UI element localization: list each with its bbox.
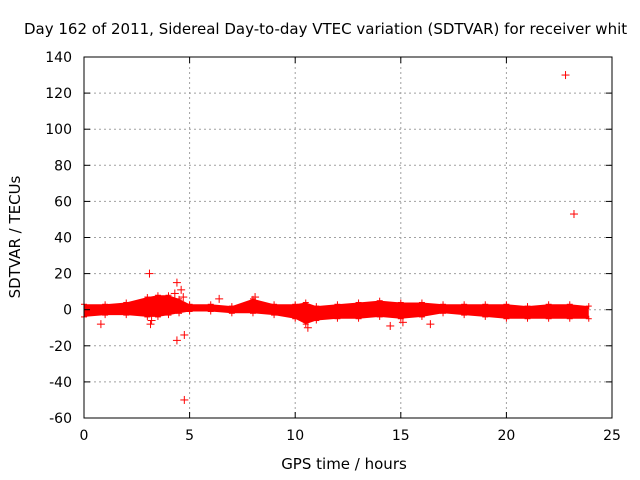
- scatter-point: [569, 210, 578, 219]
- band-edge-point: [302, 299, 309, 306]
- band-edge-point: [440, 301, 447, 308]
- grid-layer: [84, 57, 612, 418]
- band-edge-point: [313, 317, 320, 324]
- scatter-point: [215, 294, 224, 303]
- band-edge-point: [503, 315, 510, 322]
- band-edge-point: [355, 299, 362, 306]
- scatter-point: [180, 395, 189, 404]
- band-edge-point: [207, 301, 214, 308]
- y-tick-label: 20: [54, 267, 72, 283]
- band-edge-point: [271, 301, 278, 308]
- band-edge-point: [144, 294, 151, 301]
- band-edge-point: [524, 315, 531, 322]
- chart-title: Day 162 of 2011, Sidereal Day-to-day VTE…: [24, 20, 627, 38]
- band-edge-point: [123, 299, 130, 306]
- x-tick-label: 25: [603, 428, 621, 444]
- x-tick-label: 5: [185, 428, 194, 444]
- band-edge-point: [566, 301, 573, 308]
- x-axis-title: GPS time / hours: [281, 455, 407, 473]
- band-edge-point: [144, 313, 151, 320]
- x-tick-labels: 0 5 10 15 20 25: [80, 428, 621, 444]
- band-edge-point: [482, 301, 489, 308]
- band-edge-point: [334, 301, 341, 308]
- band-edge-point: [123, 312, 130, 319]
- scatter-point: [180, 330, 189, 339]
- y-tick-label: 100: [45, 122, 72, 138]
- y-tick-label: -20: [49, 339, 72, 355]
- band-edge-point: [585, 315, 592, 322]
- band-edge-point: [292, 315, 299, 322]
- band-edge-point: [376, 297, 383, 304]
- dense-band-layer: [81, 292, 592, 328]
- x-tick-label: 15: [392, 428, 410, 444]
- scatter-point: [177, 285, 186, 294]
- scatter-points-layer: [96, 71, 578, 404]
- band-edge-point: [228, 303, 235, 310]
- band-edge-point: [545, 315, 552, 322]
- scatter-point: [145, 269, 154, 278]
- band-edge-point: [461, 312, 468, 319]
- scatter-point: [172, 278, 181, 287]
- band-edge-point: [440, 310, 447, 317]
- band-edge-point: [524, 303, 531, 310]
- y-tick-labels: -60 -40 -20 0 20 40 60 80 100 120 140: [45, 50, 72, 427]
- band-edge-point: [376, 313, 383, 320]
- y-tick-label: 0: [63, 303, 72, 319]
- band-edge-point: [176, 310, 183, 317]
- band-edge-point: [292, 301, 299, 308]
- band-edge-point: [249, 310, 256, 317]
- band-edge-point: [165, 292, 172, 299]
- x-tick-label: 20: [497, 428, 515, 444]
- y-tick-label: 60: [54, 194, 72, 210]
- band-edge-point: [461, 301, 468, 308]
- band-edge-point: [154, 292, 161, 299]
- y-tick-label: 40: [54, 231, 72, 247]
- band-edge-point: [418, 313, 425, 320]
- band-edge-point: [397, 299, 404, 306]
- plot-frame: [83, 56, 613, 419]
- scatter-point: [170, 289, 179, 298]
- band-edge-point: [313, 303, 320, 310]
- scatter-point: [426, 320, 435, 329]
- x-tick-label: 10: [286, 428, 304, 444]
- scatter-point: [179, 293, 188, 302]
- y-tick-label: -40: [49, 375, 72, 391]
- band-edge-point: [154, 313, 161, 320]
- scatter-point: [251, 293, 260, 302]
- scatter-point: [303, 323, 312, 332]
- y-tick-label: 80: [54, 158, 72, 174]
- band-edge-point: [186, 301, 193, 308]
- scatter-point: [96, 320, 105, 329]
- scatter-point: [561, 71, 570, 80]
- band-edge-point: [207, 308, 214, 315]
- scatter-point: [398, 318, 407, 327]
- band-edge-point: [334, 315, 341, 322]
- scatter-point: [147, 316, 156, 325]
- band-edge-point: [566, 315, 573, 322]
- band-edge-point: [418, 299, 425, 306]
- scatter-point: [146, 320, 155, 329]
- scatter-point: [386, 321, 395, 330]
- band-edge-point: [585, 303, 592, 310]
- band-edge-point: [545, 301, 552, 308]
- band-edge-point: [102, 301, 109, 308]
- x-tick-label: 0: [80, 428, 89, 444]
- y-tick-label: 120: [45, 86, 72, 102]
- band-edge-point: [355, 315, 362, 322]
- band-edge-point: [102, 312, 109, 319]
- band-edge-point: [176, 295, 183, 302]
- scatter-point: [172, 336, 181, 345]
- band-edge-point: [271, 312, 278, 319]
- band-edge-point: [503, 301, 510, 308]
- y-tick-label: -60: [49, 411, 72, 427]
- band-edge-point: [165, 312, 172, 319]
- dense-band-envelope: [84, 295, 589, 325]
- ticks-layer: [83, 56, 613, 419]
- band-edge-point: [186, 308, 193, 315]
- band-edge-point: [482, 313, 489, 320]
- y-tick-label: 140: [45, 50, 72, 66]
- y-axis-title: SDTVAR / TECUs: [6, 175, 24, 298]
- band-edge-point: [228, 310, 235, 317]
